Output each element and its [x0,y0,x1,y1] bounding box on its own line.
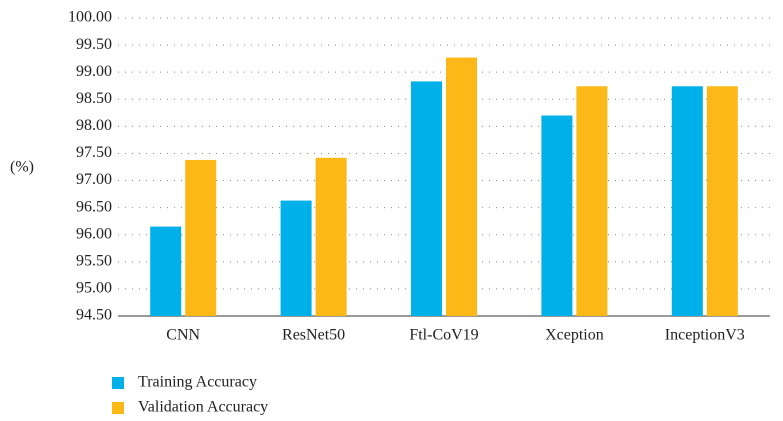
y-axis-label: (%) [10,159,34,176]
y-tick-label: 100.00 [68,9,112,26]
y-tick-label: 99.00 [76,63,112,80]
y-tick-label: 95.50 [76,252,112,269]
y-tick-label: 96.50 [76,198,112,215]
bar [671,86,703,316]
bar [706,86,738,316]
x-tick-label: CNN [166,327,200,344]
x-tick-label: Ftl-CoV19 [409,327,478,344]
y-tick-label: 96.00 [76,225,112,242]
legend-swatch [112,377,124,389]
y-tick-label: 97.50 [76,144,112,161]
y-tick-label: 99.50 [76,36,112,53]
y-tick-label: 97.00 [76,171,112,188]
y-tick-label: 98.50 [76,90,112,107]
y-tick-label: 98.00 [76,117,112,134]
legend-swatch [112,402,124,414]
bar [576,86,608,316]
legend-label: Training Accuracy [138,374,257,391]
bar [315,157,347,316]
x-tick-label: Xception [545,327,604,344]
x-tick-label: ResNet50 [282,327,345,344]
bar [541,115,573,316]
x-tick-label: InceptionV3 [665,327,745,344]
legend-label: Validation Accuracy [138,399,268,416]
y-tick-label: 94.50 [76,307,112,324]
y-tick-label: 95.00 [76,280,112,297]
bar [411,81,442,316]
bar [150,226,182,316]
bar [185,159,217,316]
bar [446,57,477,316]
bar [280,200,312,316]
